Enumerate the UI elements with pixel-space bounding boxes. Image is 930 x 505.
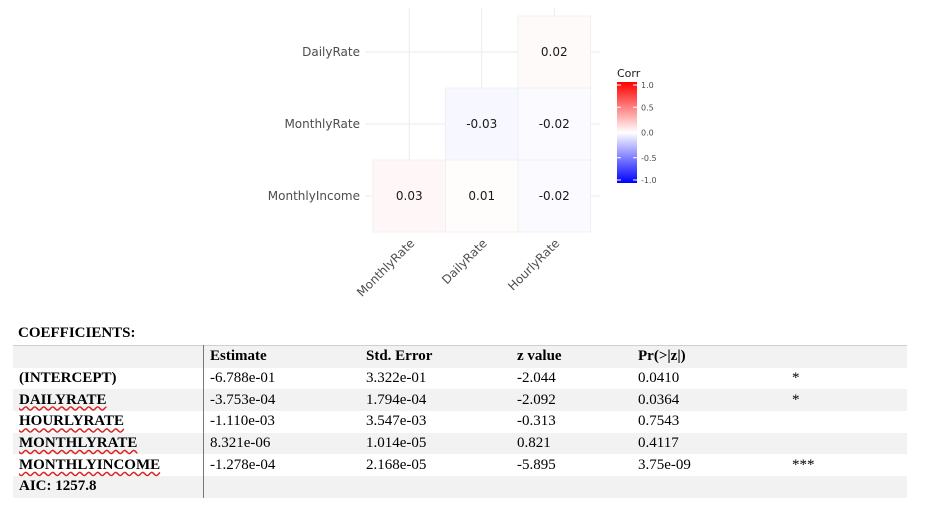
p-value-cell: 3.75e-09 [632, 454, 786, 477]
heatmap-cell [445, 159, 519, 233]
row-name: MONTHLYINCOME [13, 454, 204, 477]
heatmap-cell [517, 87, 591, 161]
header-cell-estimate: Estimate [203, 344, 360, 368]
std-error-cell: 3.322e-01 [360, 367, 511, 390]
row-name-text: MONTHLYRATE [19, 435, 138, 452]
header-cell-std-error: Std. Error [360, 344, 511, 368]
y-tick-label: DailyRate [302, 45, 360, 59]
x-tick-label: MonthlyRate [354, 236, 417, 299]
table-row: DAILYRATE -3.753e-04 1.794e-04 -2.092 0.… [13, 389, 907, 412]
std-error-cell: 3.547e-03 [360, 411, 511, 433]
coefficients-heading: COEFFICIENTS: [18, 325, 136, 341]
legend-tick-label: -0.5 [641, 154, 657, 163]
estimate-cell: -3.753e-04 [203, 389, 360, 412]
aic-value: AIC: 1257.8 [13, 476, 204, 498]
estimate-cell: -6.788e-01 [203, 367, 360, 390]
row-name: MONTHLYRATE [13, 432, 204, 455]
p-value-cell: 0.0364 [632, 389, 786, 412]
heatmap-cell [372, 159, 446, 233]
z-value-cell: -2.092 [511, 389, 632, 412]
z-value-cell: -2.044 [511, 367, 632, 390]
x-tick-label: HourlyRate [505, 236, 562, 293]
heatmap-cell [517, 159, 591, 233]
table-row: (INTERCEPT) -6.788e-01 3.322e-01 -2.044 … [13, 367, 907, 390]
p-value-cell: 0.4117 [632, 432, 786, 455]
estimate-cell: 8.321e-06 [203, 432, 360, 455]
table-row: HOURLYRATE -1.110e-03 3.547e-03 -0.313 0… [13, 411, 907, 433]
legend-title: Corr [617, 67, 641, 80]
coefficients-table: Estimate Std. Error z value Pr(>|z|) (IN… [13, 344, 907, 498]
row-name: (INTERCEPT) [13, 367, 204, 390]
signif-cell: * [786, 389, 907, 412]
p-value-cell: 0.7543 [632, 411, 786, 433]
std-error-cell: 1.014e-05 [360, 432, 511, 455]
legend-tick-label: 1.0 [641, 81, 654, 90]
table-header-row: Estimate Std. Error z value Pr(>|z|) [13, 344, 907, 368]
estimate-cell: -1.278e-04 [203, 454, 360, 477]
row-name-text: DAILYRATE [19, 391, 107, 408]
header-cell-z-value: z value [511, 344, 632, 368]
z-value-cell: -5.895 [511, 454, 632, 477]
estimate-cell: -1.110e-03 [203, 411, 360, 433]
std-error-cell: 1.794e-04 [360, 389, 511, 412]
legend-tick-label: 0.0 [641, 129, 654, 138]
aic-row: AIC: 1257.8 [13, 476, 907, 498]
heatmap-svg: 0.02 -0.03 -0.02 0.03 0.01 -0.02 DailyRate Mont… [268, 8, 657, 300]
std-error-cell: 2.168e-05 [360, 454, 511, 477]
row-name-text: HOURLYRATE [19, 413, 125, 430]
row-name: DAILYRATE [13, 389, 204, 412]
cell-label: 0.03 [396, 189, 423, 203]
table-row: MONTHLYRATE 8.321e-06 1.014e-05 0.821 0.… [13, 432, 907, 455]
row-name: HOURLYRATE [13, 411, 204, 433]
legend-tick-label: 0.5 [641, 103, 654, 112]
header-cell-signif [786, 344, 907, 368]
p-value-cell: 0.0410 [632, 367, 786, 390]
legend-colorbar [617, 82, 637, 183]
signif-cell [786, 432, 907, 455]
legend-tick-label: -1.0 [641, 176, 657, 185]
cell-label: -0.02 [539, 117, 570, 131]
table-row: MONTHLYINCOME -1.278e-04 2.168e-05 -5.89… [13, 454, 907, 477]
y-tick-label: MonthlyIncome [268, 189, 360, 203]
header-cell-blank [13, 344, 204, 368]
cell-label: 0.01 [468, 189, 495, 203]
z-value-cell: -0.313 [511, 411, 632, 433]
signif-cell: *** [786, 454, 907, 477]
row-name-text: MONTHLYINCOME [19, 456, 161, 473]
correlation-heatmap: 0.02 -0.03 -0.02 0.03 0.01 -0.02 DailyRate Mont… [268, 8, 657, 300]
signif-cell [786, 411, 907, 433]
signif-cell: * [786, 367, 907, 390]
aic-row-filler [203, 476, 907, 498]
cell-label: -0.03 [466, 117, 497, 131]
header-cell-p-value: Pr(>|z|) [632, 344, 786, 368]
cell-label: -0.02 [539, 189, 570, 203]
y-tick-label: MonthlyRate [284, 117, 360, 131]
cell-label: 0.02 [541, 45, 568, 59]
z-value-cell: 0.821 [511, 432, 632, 455]
x-tick-label: DailyRate [439, 236, 490, 287]
